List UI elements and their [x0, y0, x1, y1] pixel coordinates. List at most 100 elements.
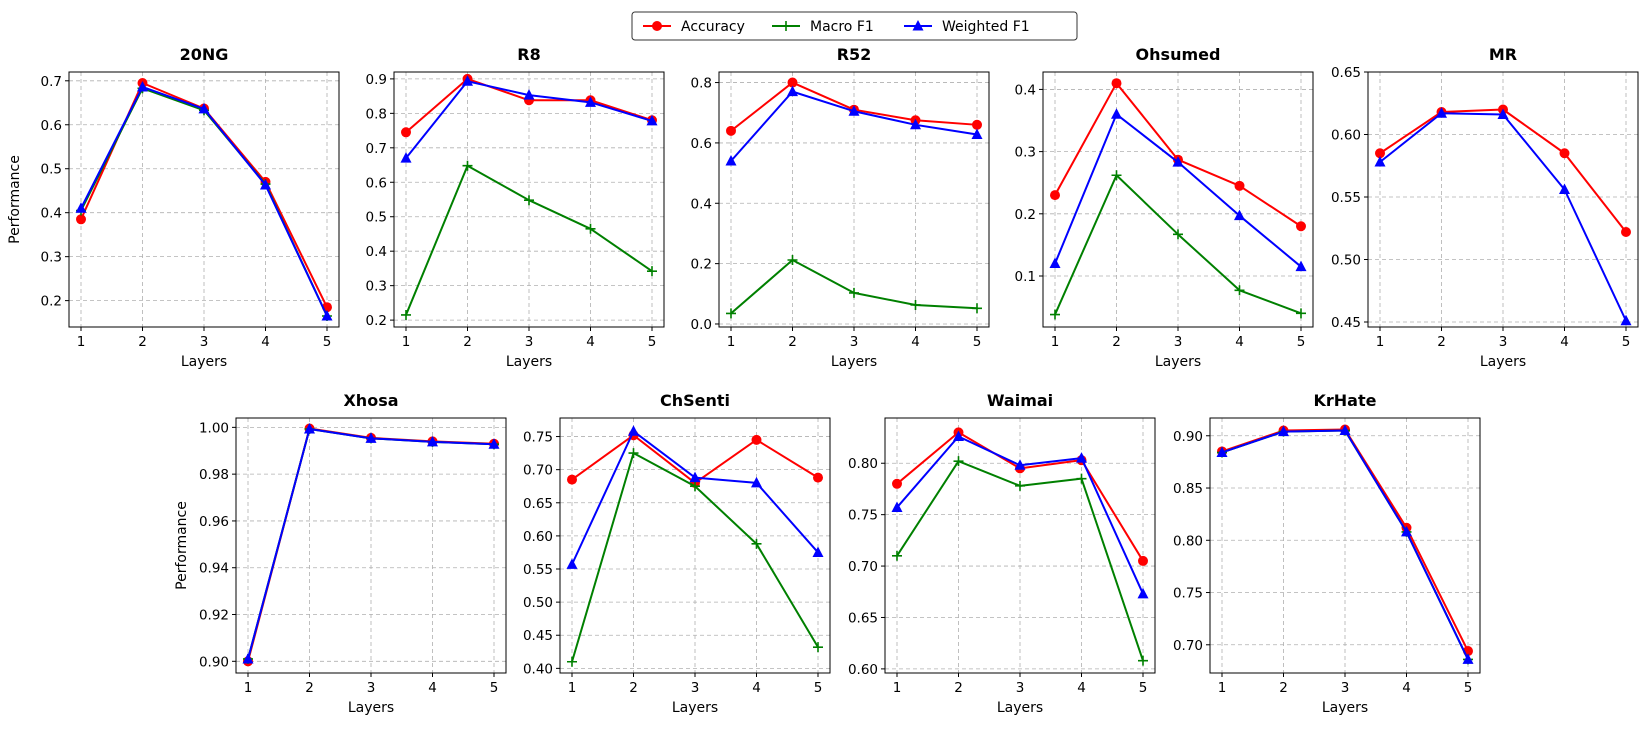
data-point-accuracy [787, 77, 798, 88]
x-tick-label: 2 [788, 334, 797, 350]
data-point-weighted-f1 [566, 558, 578, 569]
data-point-macro-f1 [567, 656, 577, 667]
series-weighted-f1 [725, 85, 983, 166]
y-tick-label: 0.75 [523, 430, 553, 446]
y-tick-label: 0.90 [199, 654, 229, 670]
data-point-weighted-f1 [585, 96, 596, 107]
series-weighted-f1 [566, 425, 824, 569]
x-tick-label: 1 [893, 680, 902, 696]
series-weighted-f1 [1216, 424, 1474, 664]
y-tick-label: 0.4 [41, 206, 62, 222]
legend-frame [631, 11, 1078, 41]
series-macro-f1 [401, 160, 657, 320]
x-tick-label: 2 [954, 680, 963, 696]
x-tick-label: 2 [1279, 680, 1288, 696]
x-tick-label: 3 [1016, 680, 1025, 696]
y-tick-label: 0.80 [848, 456, 878, 472]
legend-label: Macro F1 [810, 19, 874, 35]
y-tick-label: 0.65 [1331, 65, 1361, 81]
data-point-weighted-f1 [304, 422, 315, 434]
data-point-macro-f1 [892, 550, 902, 561]
x-tick-label: 4 [428, 680, 437, 696]
data-point-weighted-f1 [1234, 209, 1245, 221]
panel-title: KrHate [1314, 391, 1377, 410]
y-tick-label: 0.6 [691, 136, 712, 152]
panel-title: Xhosa [343, 391, 398, 410]
x-tick-label: 5 [323, 334, 332, 350]
panel-waimai: 1 2 3 4 5 0.60 0.65 0.70 0.75 0.80 Waimai Layers [848, 391, 1156, 716]
series-weighted-f1 [242, 422, 500, 664]
x-tick-label: 4 [1402, 680, 1411, 696]
y-tick-label: 0.4 [1015, 82, 1036, 98]
x-tick-label: 5 [1139, 680, 1148, 696]
data-point-macro-f1 [1050, 309, 1060, 320]
y-tick-label: 0.75 [1173, 586, 1203, 602]
data-point-weighted-f1 [1374, 156, 1386, 167]
x-axis-label: Layers [997, 700, 1043, 716]
panel-20ng: 1 2 3 4 5 0.2 0.3 0.4 0.5 0.6 0.7 20NG Layers Perform… [7, 45, 340, 370]
y-tick-label: 0.2 [366, 313, 387, 329]
y-tick-label: 0.94 [199, 561, 229, 577]
data-point-macro-f1 [1296, 308, 1306, 319]
data-point-weighted-f1 [1462, 653, 1474, 664]
x-tick-label: 3 [367, 680, 376, 696]
legend-marker [652, 21, 662, 31]
panel-xhosa: 1 2 3 4 5 0.90 0.92 0.94 0.96 0.98 1.00 Xhosa Layers… [174, 391, 507, 716]
y-tick-label: 0.70 [523, 463, 553, 479]
y-axis-label: Performance [7, 155, 23, 244]
y-tick-label: 0.6 [366, 175, 387, 191]
x-tick-label: 5 [1297, 334, 1306, 350]
data-point-accuracy [1234, 180, 1245, 191]
y-tick-label: 0.8 [691, 76, 712, 92]
x-tick-label: 5 [1622, 334, 1631, 350]
data-point-weighted-f1 [1497, 108, 1509, 119]
data-point-weighted-f1 [1216, 446, 1228, 457]
x-tick-label: 1 [1218, 680, 1227, 696]
panel-krhate: 1 2 3 4 5 0.70 0.75 0.80 0.85 0.90 KrHate Layers [1173, 391, 1481, 716]
y-tick-label: 0.65 [523, 496, 553, 512]
x-tick-label: 2 [1437, 334, 1446, 350]
x-tick-label: 1 [1051, 334, 1060, 350]
legend-item-accuracy: Accuracy [643, 19, 745, 35]
y-tick-label: 0.5 [366, 210, 387, 226]
x-tick-label: 4 [586, 334, 595, 350]
data-point-weighted-f1 [462, 75, 473, 86]
x-tick-label: 1 [402, 334, 411, 350]
data-point-weighted-f1 [400, 152, 412, 163]
x-axis-label: Layers [1480, 354, 1526, 370]
data-point-macro-f1 [1138, 655, 1148, 666]
x-tick-label: 3 [525, 334, 534, 350]
y-tick-label: 0.8 [366, 106, 387, 122]
data-point-weighted-f1 [198, 102, 210, 114]
data-point-macro-f1 [787, 255, 798, 266]
data-point-weighted-f1 [1137, 587, 1149, 599]
data-point-weighted-f1 [242, 652, 254, 664]
series-macro-f1 [567, 448, 823, 667]
data-point-accuracy [1621, 227, 1631, 237]
x-axis-label: Layers [181, 354, 227, 370]
series-weighted-f1 [891, 430, 1149, 599]
x-tick-label: 4 [752, 680, 761, 696]
data-point-weighted-f1 [1295, 260, 1307, 272]
panel-r52: 1 2 3 4 5 0.0 0.2 0.4 0.6 0.8 R52 Layers [691, 45, 990, 370]
data-point-weighted-f1 [1111, 108, 1122, 119]
data-point-weighted-f1 [321, 310, 333, 321]
data-point-weighted-f1 [628, 425, 639, 436]
data-point-weighted-f1 [891, 501, 903, 512]
data-point-weighted-f1 [1278, 425, 1289, 437]
y-tick-label: 0.98 [199, 467, 229, 483]
data-point-accuracy [751, 434, 762, 445]
data-point-weighted-f1 [812, 546, 824, 557]
y-tick-label: 0.5 [41, 162, 62, 178]
x-tick-label: 4 [1235, 334, 1244, 350]
y-tick-label: 0.96 [199, 514, 229, 530]
series-macro-f1 [1050, 170, 1306, 320]
y-tick-label: 0.80 [1173, 533, 1203, 549]
y-tick-label: 0.70 [1173, 638, 1203, 654]
data-point-macro-f1 [1234, 285, 1245, 296]
legend-item-weighted-f1: Weighted F1 [904, 19, 1030, 35]
panel-title: Waimai [987, 391, 1053, 410]
panel-title: 20NG [180, 45, 229, 64]
x-tick-label: 1 [244, 680, 253, 696]
data-point-accuracy [1050, 190, 1060, 201]
